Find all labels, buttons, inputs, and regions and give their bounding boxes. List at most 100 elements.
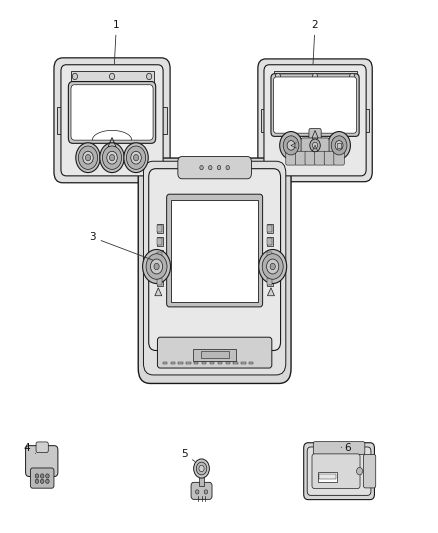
Bar (249, 362, 254, 365)
Circle shape (85, 155, 91, 161)
Bar (268, 265, 272, 271)
FancyBboxPatch shape (309, 128, 321, 143)
Circle shape (270, 263, 276, 270)
Circle shape (78, 146, 98, 169)
Bar (201, 351, 229, 359)
FancyBboxPatch shape (305, 151, 315, 165)
Bar (241, 362, 246, 365)
FancyBboxPatch shape (25, 446, 58, 477)
FancyBboxPatch shape (61, 64, 163, 176)
Circle shape (259, 249, 287, 284)
Circle shape (147, 73, 152, 79)
Circle shape (283, 136, 299, 155)
Bar (162, 362, 167, 365)
Circle shape (357, 467, 363, 475)
Bar (268, 238, 272, 245)
Circle shape (262, 254, 283, 279)
FancyBboxPatch shape (317, 138, 329, 153)
Circle shape (217, 165, 221, 169)
Circle shape (40, 479, 44, 483)
Circle shape (208, 165, 212, 169)
Circle shape (328, 132, 350, 159)
Circle shape (124, 143, 148, 173)
FancyBboxPatch shape (138, 158, 291, 383)
Circle shape (194, 459, 209, 478)
Bar (156, 224, 162, 233)
Bar (363, 109, 369, 132)
Polygon shape (155, 288, 162, 296)
Circle shape (280, 132, 302, 159)
Circle shape (312, 142, 318, 149)
Bar (268, 252, 272, 258)
Bar (233, 362, 238, 365)
Text: 5: 5 (181, 449, 195, 462)
Bar (267, 224, 273, 233)
Bar (268, 225, 272, 232)
Circle shape (199, 465, 204, 472)
Circle shape (143, 249, 170, 284)
Bar (193, 349, 237, 361)
FancyBboxPatch shape (301, 138, 313, 153)
FancyBboxPatch shape (286, 151, 296, 165)
Circle shape (100, 143, 124, 173)
Bar (194, 362, 198, 365)
Bar (267, 263, 273, 273)
Bar (218, 362, 222, 365)
Circle shape (154, 263, 159, 270)
Circle shape (310, 139, 320, 152)
Circle shape (127, 146, 146, 169)
FancyBboxPatch shape (68, 82, 155, 143)
Circle shape (204, 490, 208, 494)
Bar (170, 362, 175, 365)
Circle shape (35, 479, 39, 483)
Bar (178, 362, 183, 365)
Bar (274, 71, 357, 83)
Bar (160, 107, 166, 134)
Bar (318, 472, 337, 481)
Bar (157, 225, 162, 232)
Circle shape (335, 141, 343, 150)
FancyBboxPatch shape (144, 161, 286, 375)
FancyBboxPatch shape (313, 442, 365, 455)
Bar (57, 107, 64, 134)
Bar (319, 474, 336, 479)
Circle shape (107, 151, 117, 164)
Circle shape (102, 146, 122, 169)
Circle shape (267, 259, 279, 274)
Bar (261, 109, 267, 132)
Bar (156, 277, 162, 286)
FancyBboxPatch shape (264, 64, 366, 176)
Bar (157, 238, 162, 245)
FancyBboxPatch shape (149, 168, 281, 351)
Circle shape (146, 254, 167, 279)
FancyBboxPatch shape (304, 443, 374, 499)
Circle shape (226, 165, 230, 169)
Bar (171, 199, 258, 302)
Circle shape (72, 73, 78, 79)
Bar (268, 278, 272, 285)
Bar (156, 237, 162, 246)
Bar (157, 252, 162, 258)
FancyBboxPatch shape (36, 442, 48, 453)
FancyBboxPatch shape (258, 59, 372, 182)
Text: 2: 2 (312, 20, 318, 64)
Circle shape (110, 155, 115, 161)
Text: 4: 4 (24, 443, 35, 454)
Bar (337, 143, 341, 148)
Circle shape (131, 151, 141, 164)
Bar (157, 278, 162, 285)
Bar (226, 362, 230, 365)
Circle shape (312, 73, 318, 79)
FancyBboxPatch shape (334, 151, 344, 165)
Circle shape (110, 73, 115, 79)
FancyBboxPatch shape (157, 337, 272, 368)
Circle shape (287, 141, 295, 150)
Circle shape (35, 474, 39, 478)
Circle shape (276, 73, 281, 79)
FancyBboxPatch shape (312, 454, 360, 488)
Bar (156, 263, 162, 273)
Bar (267, 250, 273, 260)
FancyBboxPatch shape (71, 85, 153, 140)
Circle shape (350, 73, 355, 79)
FancyBboxPatch shape (274, 77, 357, 133)
